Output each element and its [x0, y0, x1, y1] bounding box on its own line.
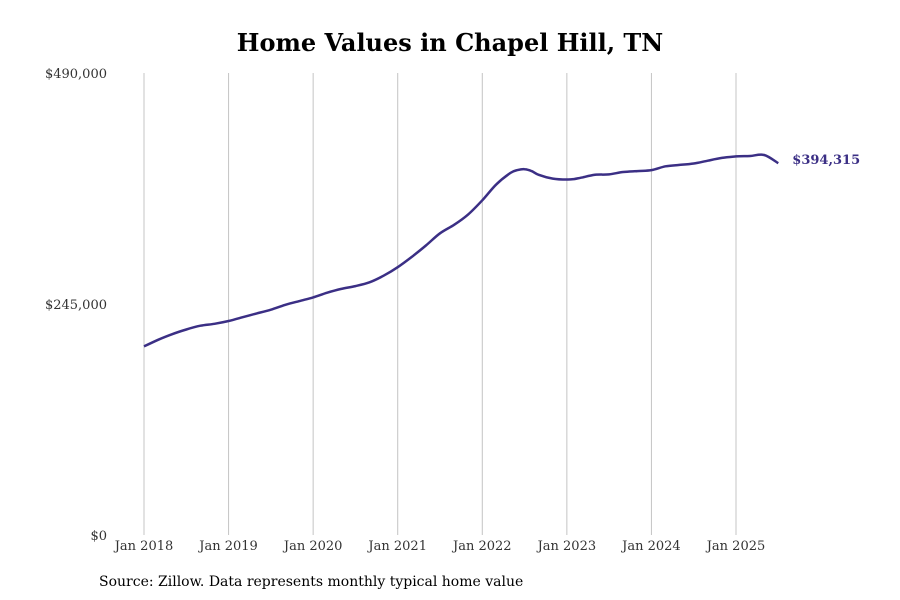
home-value-line — [143, 153, 779, 348]
series-line-layer — [143, 153, 779, 348]
y-tick-label: $0 — [90, 529, 107, 544]
x-axis-tick-labels: Jan 2018 Jan 2019 Jan 2020 Jan 2021 Jan 2022… — [113, 539, 766, 554]
x-tick-label: Jan 2019 — [197, 539, 258, 554]
x-tick-label: Jan 2021 — [366, 539, 427, 554]
grid-lines — [143, 73, 737, 535]
x-tick-label: Jan 2025 — [705, 539, 766, 554]
x-tick-label: Jan 2024 — [620, 539, 681, 554]
end-value-label: $394,315 — [792, 153, 860, 168]
end-value-label-layer: $394,315 — [792, 153, 860, 168]
y-axis-tick-labels: $0 $245,000 $490,000 — [45, 67, 107, 544]
y-tick-label: $245,000 — [45, 298, 107, 313]
source-note: Source: Zillow. Data represents monthly … — [99, 574, 524, 590]
x-tick-label: Jan 2020 — [282, 539, 343, 554]
x-tick-label: Jan 2018 — [113, 539, 174, 554]
chart-title: Home Values in Chapel Hill, TN — [236, 28, 664, 57]
x-tick-label: Jan 2022 — [451, 539, 512, 554]
x-tick-label: Jan 2023 — [536, 539, 597, 554]
y-tick-label: $490,000 — [45, 67, 107, 82]
